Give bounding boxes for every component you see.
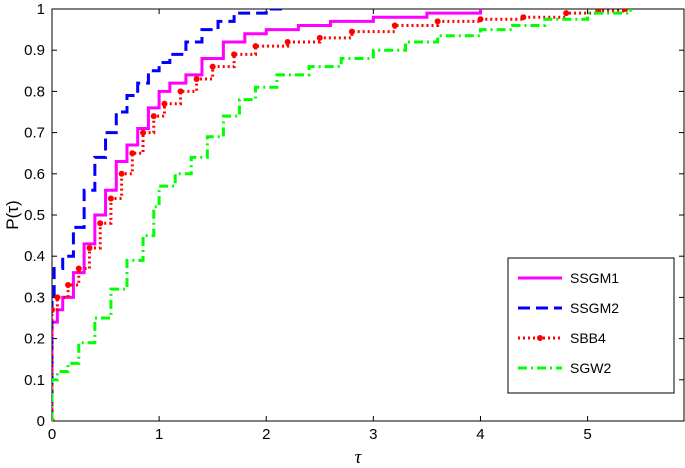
y-tick-label: 1 — [37, 1, 45, 18]
series-marker-sbb4 — [252, 43, 259, 50]
y-tick-label: 0.1 — [24, 372, 45, 389]
series-marker-sbb4 — [434, 18, 441, 25]
x-tick-label: 1 — [155, 426, 163, 443]
legend-label: SBB4 — [570, 330, 606, 346]
legend-marker — [537, 335, 543, 341]
x-tick-label: 4 — [476, 426, 484, 443]
y-tick-label: 0.6 — [24, 166, 45, 183]
series-marker-sbb4 — [348, 28, 355, 35]
legend-label: SSGM1 — [570, 270, 619, 286]
legend-box — [507, 257, 675, 394]
series-marker-sbb4 — [193, 76, 200, 83]
series-marker-sbb4 — [86, 244, 93, 251]
series-marker-sbb4 — [209, 63, 216, 70]
x-tick-label: 5 — [583, 426, 591, 443]
y-tick-label: 0.9 — [24, 42, 45, 59]
series-marker-sbb4 — [52, 306, 55, 313]
y-axis: 0 0.1 0.2 0.3 0.4 0.5 0.6 0.7 0.8 0.9 1 — [24, 1, 684, 430]
y-tick-label: 0.5 — [24, 207, 45, 224]
series-marker-sbb4 — [129, 150, 136, 157]
series-line-sgw2 — [52, 9, 632, 421]
series-marker-sbb4 — [65, 282, 72, 289]
series-marker-sbb4 — [231, 51, 238, 58]
legend-label: SGW2 — [570, 360, 611, 376]
series-marker-sbb4 — [107, 195, 114, 202]
series-marker-sbb4 — [140, 129, 147, 136]
y-tick-label: 0 — [37, 413, 45, 430]
series-marker-sbb4 — [97, 220, 104, 227]
series-marker-sbb4 — [150, 113, 157, 120]
y-tick-label: 0.3 — [24, 289, 45, 306]
series-marker-sbb4 — [284, 38, 291, 45]
series-marker-sbb4 — [622, 9, 629, 12]
series-marker-sbb4 — [477, 16, 484, 23]
series-line-ssgm2 — [52, 9, 283, 421]
series-marker-sbb4 — [563, 10, 570, 17]
series-layer — [52, 9, 632, 421]
y-tick-label: 0.8 — [24, 83, 45, 100]
series-marker-sbb4 — [161, 100, 168, 107]
series-marker-sbb4 — [54, 294, 61, 301]
x-tick-label: 3 — [369, 426, 377, 443]
series-marker-sbb4 — [177, 88, 184, 95]
y-axis-label: P(τ) — [3, 200, 22, 229]
series-marker-sbb4 — [118, 170, 125, 177]
series-marker-sbb4 — [75, 265, 82, 272]
x-axis-label: τ — [355, 447, 363, 468]
series-marker-sbb4 — [391, 22, 398, 29]
y-tick-label: 0.2 — [24, 331, 45, 348]
series-marker-sbb4 — [520, 14, 527, 21]
legend: SSGM1 SSGM2 SBB4 SGW2 — [507, 257, 675, 394]
y-tick-label: 0.4 — [24, 248, 45, 265]
y-tick-label: 0.7 — [24, 125, 45, 142]
x-tick-label: 0 — [48, 426, 56, 443]
x-tick-label: 2 — [262, 426, 270, 443]
series-marker-sbb4 — [316, 34, 323, 41]
legend-label: SSGM2 — [570, 300, 619, 316]
series-line-sbb4 — [52, 9, 627, 421]
